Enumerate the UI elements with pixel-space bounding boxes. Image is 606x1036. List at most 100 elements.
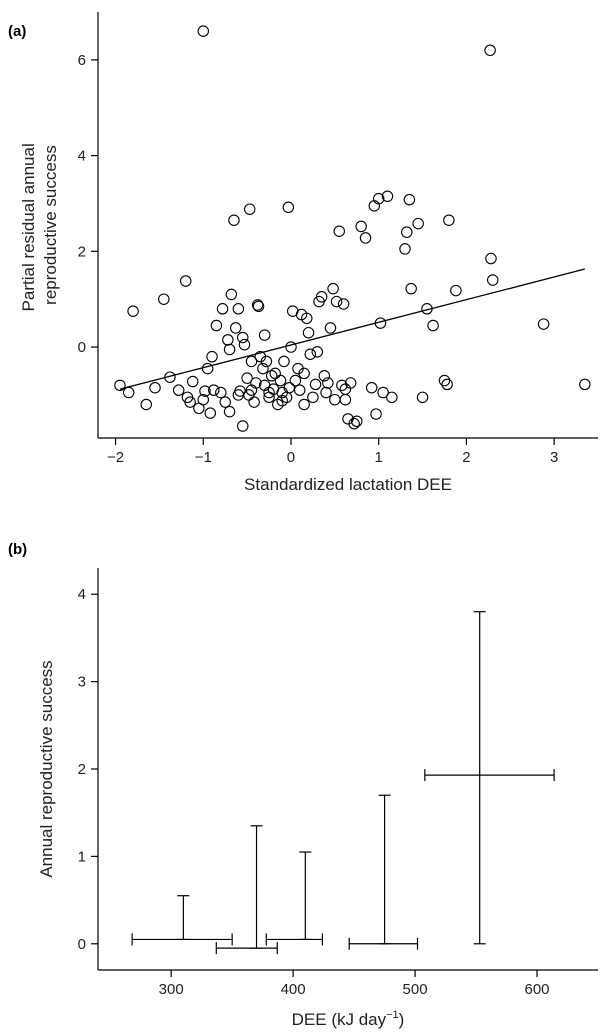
scatter-point	[372, 192, 385, 205]
error-bars	[131, 611, 555, 955]
scatter-point	[204, 407, 217, 419]
scatter-point	[276, 394, 288, 407]
scatter-point	[315, 291, 328, 303]
scatter-point	[403, 193, 416, 206]
scatter-point	[265, 370, 278, 382]
scatter-point	[140, 398, 152, 411]
scatter-point	[251, 299, 264, 311]
scatter-point	[298, 398, 310, 411]
x-tick-label-a: 2	[462, 449, 470, 466]
scatter-point	[381, 190, 394, 203]
scatter-point	[282, 201, 295, 214]
scatter-point	[158, 293, 170, 305]
y-tick-label-a: 4	[78, 148, 86, 165]
scatter-point	[412, 217, 424, 230]
scatter-point	[250, 377, 262, 389]
scatter-point	[122, 386, 135, 399]
y-axis-label-a: Partial residual annual reproductive suc…	[19, 139, 60, 312]
scatter-point	[197, 25, 210, 37]
x-axis-label-a: Standardized lactation DEE	[244, 475, 452, 494]
scatter-point	[443, 214, 455, 226]
scatter-point	[263, 386, 275, 399]
scatter-point	[222, 334, 234, 346]
scatter-point	[172, 384, 185, 396]
y-tick-label-a: 0	[78, 339, 86, 356]
scatter-point	[377, 386, 389, 399]
x-ticks-a: −2 −1 0 1 2 3	[107, 438, 558, 466]
x-ticks-b: 300 400 500 600	[159, 970, 550, 998]
scatter-point	[223, 343, 236, 356]
scatter-point	[324, 322, 337, 334]
scatter-point	[127, 305, 139, 317]
scatter-point	[236, 420, 249, 432]
scatter-point	[416, 391, 429, 404]
panel-label-b: (b)	[8, 541, 27, 558]
y-tick-label-a: 2	[78, 243, 86, 260]
scatter-point	[179, 275, 192, 287]
scatter-point	[206, 350, 218, 363]
x-axis-label-superscript: −1	[386, 1009, 399, 1021]
scatter-point	[399, 243, 411, 255]
scatter-point	[184, 396, 196, 408]
scatter-point	[260, 355, 273, 368]
scatter-point	[351, 415, 363, 427]
scatter-point	[289, 374, 302, 387]
y-axis-label-b: Annual reproductive success	[37, 660, 56, 877]
scatter-point	[484, 44, 496, 57]
scatter-point	[298, 367, 310, 380]
scatter-point	[327, 282, 339, 295]
scatter-point	[285, 341, 297, 353]
error-bar-point	[348, 794, 419, 950]
y-ticks-a: 0 2 4 6	[78, 52, 98, 356]
x-axis-label-b: DEE (kJ day−1)	[292, 1009, 405, 1029]
x-tick-label-b: 500	[403, 981, 428, 998]
x-tick-label-b: 600	[525, 981, 550, 998]
y-tick-label-b: 3	[78, 674, 86, 691]
scatter-point	[339, 383, 352, 395]
scatter-point	[304, 348, 317, 360]
scatter-point	[427, 319, 439, 332]
scatter-point	[339, 393, 352, 406]
scatter-point	[149, 381, 161, 394]
scatter-point	[241, 372, 253, 384]
scatter-point	[216, 303, 229, 315]
scatter-point	[201, 362, 214, 375]
x-tick-label-b: 400	[281, 981, 306, 998]
scatter-point	[307, 391, 319, 404]
scatter-panel-a: (a) −2 −1 0 1 2 3 0 2 4 6 Partial residual annua…	[8, 12, 598, 494]
scatter-point	[252, 300, 265, 313]
scatter-point	[302, 326, 315, 339]
scatter-point	[225, 288, 238, 301]
scatter-point	[236, 331, 249, 344]
scatter-point	[238, 338, 251, 351]
scatter-point	[232, 389, 245, 401]
y-tick-label-b: 2	[78, 761, 86, 778]
scatter-point	[486, 274, 499, 286]
scatter-point	[219, 396, 231, 408]
scatter-point	[301, 312, 313, 325]
error-bar-point	[131, 895, 233, 946]
y-axis-label-line-2: reproductive success	[41, 145, 60, 305]
x-axis-label-tail: )	[399, 1010, 405, 1029]
scatter-point	[245, 355, 258, 368]
x-tick-label-a: 3	[550, 449, 558, 466]
scatter-point	[450, 284, 462, 297]
scatter-point	[405, 282, 417, 295]
scatter-point	[164, 371, 176, 383]
y-tick-label-b: 1	[78, 848, 86, 865]
scatter-point	[359, 232, 372, 244]
scatter-point	[311, 346, 324, 358]
x-tick-label-a: −1	[195, 449, 212, 466]
scatter-point	[355, 220, 367, 233]
scatter-point	[114, 379, 126, 392]
scatter-point	[269, 367, 281, 380]
scatter-point	[197, 393, 210, 406]
scatter-point	[322, 377, 334, 389]
scatter-point	[294, 384, 306, 396]
scatter-point	[274, 374, 287, 387]
scatter-point	[337, 298, 350, 310]
scatter-point	[348, 417, 360, 430]
y-tick-label-b: 4	[78, 586, 86, 603]
scatter-point	[336, 379, 348, 392]
